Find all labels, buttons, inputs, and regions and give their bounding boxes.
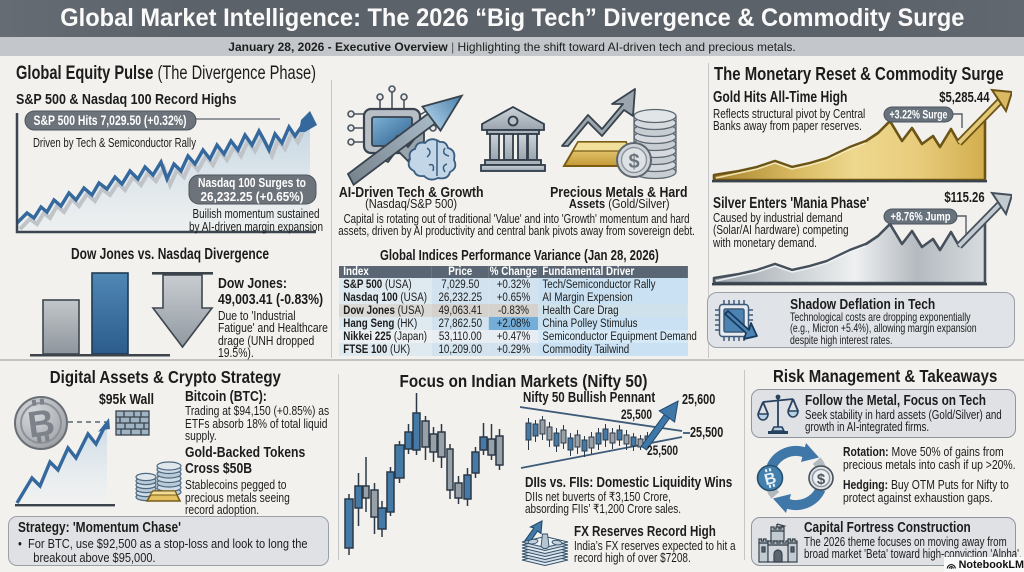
svg-text:Driven by Tech & Semiconductor: Driven by Tech & Semiconductor Rally: [33, 136, 197, 150]
svg-text:$: $: [628, 151, 639, 173]
svg-text:by AI-driven margin expansion: by AI-driven margin expansion: [189, 220, 323, 234]
svg-text:$: $: [817, 471, 826, 488]
svg-text:26,232.25 (+0.65%): 26,232.25 (+0.65%): [201, 189, 304, 204]
svg-text:+3.22% Surge: +3.22% Surge: [890, 108, 948, 122]
svg-text:Builish momentum sustained: Builish momentum sustained: [193, 207, 320, 221]
svg-text:Nasdaq 100 Surges to: Nasdaq 100 Surges to: [198, 175, 306, 190]
svg-text:+8.76% Jump: +8.76% Jump: [891, 210, 951, 224]
svg-text:S&P 500 Hits 7,029.50 (+0.32%): S&P 500 Hits 7,029.50 (+0.32%): [34, 113, 187, 128]
